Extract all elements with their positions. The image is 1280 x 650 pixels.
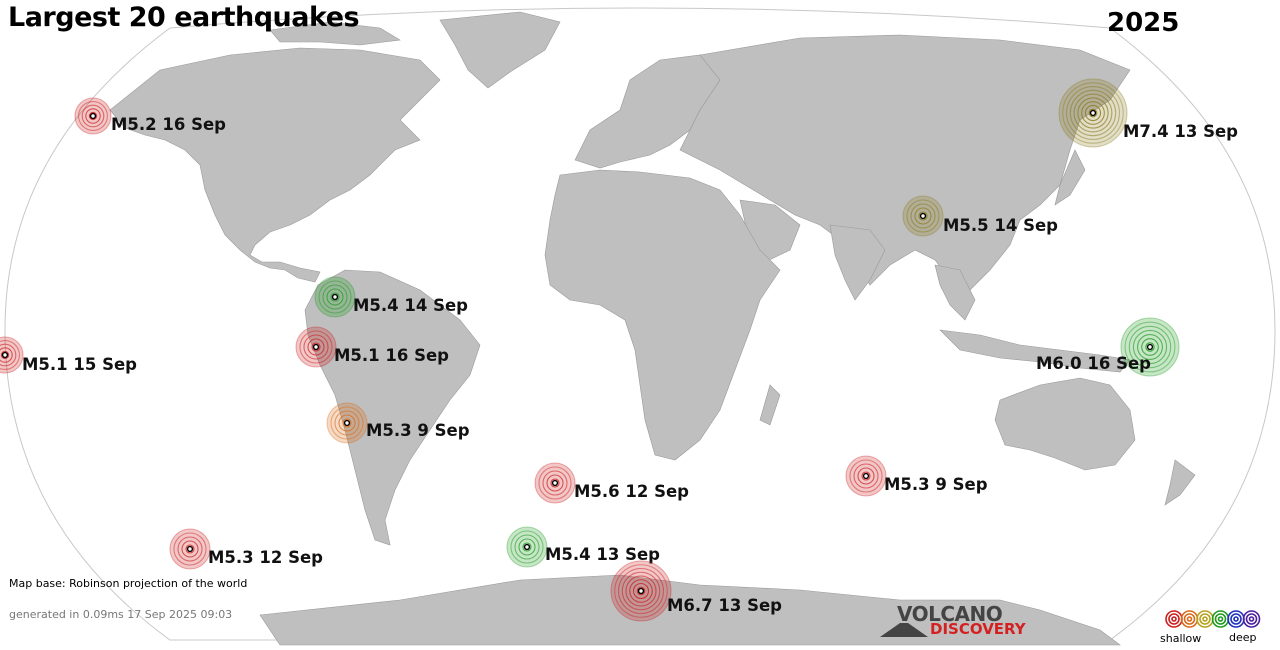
earthquake-label: M5.3 9 Sep [366,421,470,440]
depth-scale-icons [1165,610,1261,628]
earthquake-rings-icon [845,455,887,497]
earthquake-rings-icon [902,195,944,237]
legend-deep-label: deep [1229,631,1257,644]
greenland [439,11,561,89]
earthquake-rings-icon [0,336,24,374]
new-zealand [1164,459,1196,506]
earthquake-rings-icon [506,526,548,568]
earthquake-label: M5.3 9 Sep [884,475,988,494]
australia [994,377,1136,471]
earthquake-label: M5.3 12 Sep [208,548,323,567]
generated-note: generated in 0.09ms 17 Sep 2025 09:03 [9,608,233,621]
year-label: 2025 [1107,8,1180,38]
earthquake-label: M5.2 16 Sep [111,115,226,134]
south-america [304,269,481,546]
page-title: Largest 20 earthquakes [8,2,360,33]
earthquake-label: M5.4 13 Sep [545,545,660,564]
earthquake-rings-icon [74,97,112,135]
map-base-note: Map base: Robinson projection of the wor… [9,577,248,590]
earthquake-rings-icon [326,402,368,444]
earthquake-rings-icon [169,528,211,570]
earthquake-rings-icon [534,462,576,504]
logo-word-volcano: VOLCANO [897,602,1003,626]
north-america [109,47,441,283]
earthquake-label: M6.7 13 Sep [667,596,782,615]
earthquake-rings-icon [610,560,672,622]
earthquake-label: M5.6 12 Sep [574,482,689,501]
earthquake-label: M5.4 14 Sep [353,296,468,315]
volcanodiscovery-logo[interactable]: VOLCANO DISCOVERY [880,602,1040,642]
indonesia [939,329,1131,373]
earthquake-rings-icon [1058,78,1128,148]
volcano-logo-icon [880,623,928,637]
earthquake-label: M6.0 16 Sep [1036,354,1151,373]
depth-legend: shallow deep [1160,608,1270,648]
logo-word-discovery: DISCOVERY [930,620,1026,638]
southeast-asia [934,264,976,321]
earthquake-label: M5.1 15 Sep [22,355,137,374]
earthquake-rings-icon [314,276,356,318]
earthquake-rings-icon [295,326,337,368]
asia [679,34,1131,291]
earthquake-rings-icon [1120,317,1180,377]
japan [1054,149,1086,206]
madagascar [759,384,781,426]
legend-shallow-label: shallow [1160,632,1202,645]
earthquake-label: M5.1 16 Sep [334,346,449,365]
india [829,224,886,301]
africa [544,169,781,461]
earthquake-label: M5.5 14 Sep [943,216,1058,235]
arctic-islands [269,21,401,46]
landmasses [109,11,1196,646]
earthquake-label: M7.4 13 Sep [1123,122,1238,141]
